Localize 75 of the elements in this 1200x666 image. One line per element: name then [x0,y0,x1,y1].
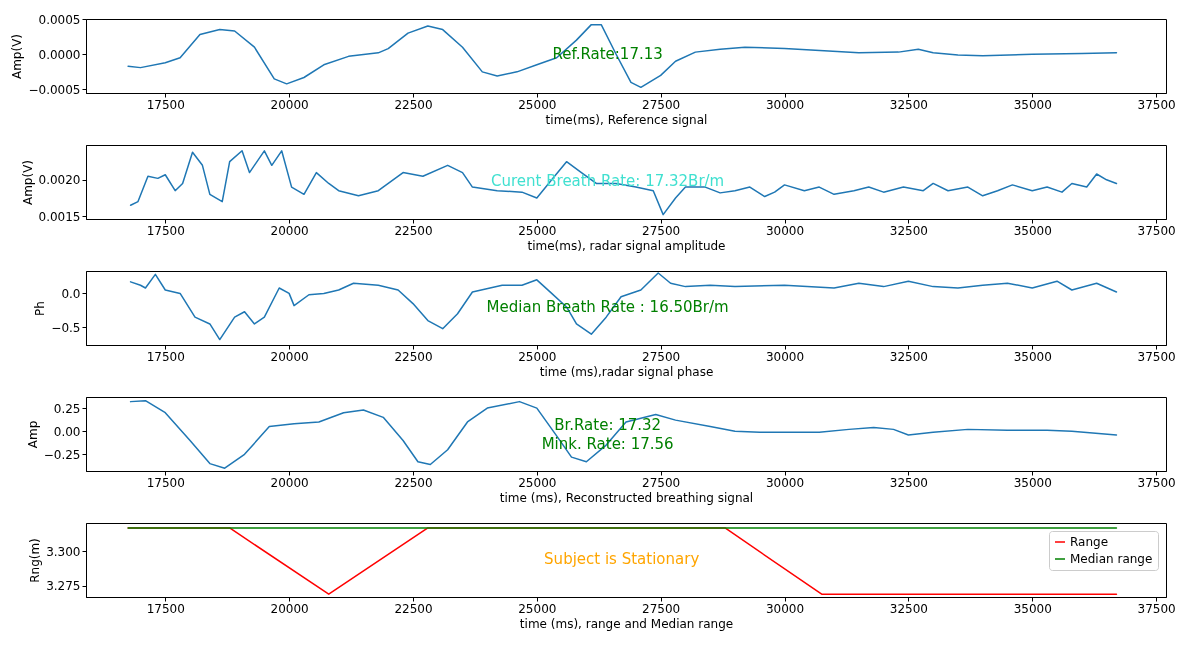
x-tick-label: 27500 [642,223,681,238]
annotation: Subject is Stationary [544,549,700,568]
x-tick-label: 20000 [270,349,309,364]
x-tick-label: 30000 [765,349,805,364]
y-axis-title: Rng(m) [28,538,43,583]
x-tick-label: 27500 [642,601,681,616]
x-tick-label: 35000 [1013,97,1052,112]
x-tick-label: 17500 [146,223,185,238]
x-tick-label: 22500 [394,223,433,238]
x-tick-label: 30000 [765,475,805,490]
line-series [129,399,1118,469]
x-tick-label: 35000 [1013,601,1052,616]
y-axis-title: Amp(V) [20,159,35,206]
x-tick-label: 22500 [394,475,433,490]
x-tick-label: 32500 [889,349,928,364]
x-tick-label: 22500 [394,601,433,616]
x-tick-label: 32500 [889,601,928,616]
y-tick-label: 0.0020 [38,173,81,188]
y-tick-label: 0.0015 [38,209,81,224]
y-tick-label: −0.0005 [28,82,81,97]
y-axis-title: Ph [33,301,48,316]
x-tick-label: 27500 [642,349,681,364]
x-axis-title: time (ms), Reconstructed breathing signal [499,490,754,505]
x-axis-title: time(ms), radar signal amplitude [527,238,726,253]
y-tick-label: −0.5 [51,320,81,335]
y-tick-label: 0.00 [53,424,81,439]
line-series [129,272,1118,341]
x-tick-label: 30000 [765,223,805,238]
x-tick-label: 30000 [765,601,805,616]
x-tick-label: 20000 [270,97,309,112]
x-tick-label: 25000 [518,223,557,238]
y-tick-label: −0.25 [43,447,81,462]
legend-label: Median range [1070,552,1153,566]
x-tick-label: 17500 [146,601,185,616]
x-axis-title: time (ms),radar signal phase [539,364,714,379]
y-tick-label: 0.0005 [38,12,81,27]
x-tick-label: 20000 [270,475,309,490]
x-tick-label: 35000 [1013,349,1052,364]
x-tick-label: 35000 [1013,475,1052,490]
x-tick-label: 30000 [765,97,805,112]
x-tick-label: 25000 [518,475,557,490]
x-tick-label: 37500 [1137,475,1176,490]
x-tick-label: 37500 [1137,223,1176,238]
x-tick-label: 35000 [1013,223,1052,238]
legend-label: Range [1070,535,1109,549]
y-axis-title: Amp [25,420,40,449]
x-tick-label: 17500 [146,475,185,490]
x-axis-title: time (ms), range and Median range [519,616,734,631]
x-tick-label: 32500 [889,223,928,238]
x-tick-label: 37500 [1137,601,1176,616]
y-tick-label: 3.275 [46,579,81,594]
x-axis-title: time(ms), Reference signal [545,112,708,127]
x-tick-label: 22500 [394,97,433,112]
x-tick-label: 25000 [518,349,557,364]
y-axis-title: Amp(V) [10,33,25,80]
x-tick-label: 20000 [270,223,309,238]
y-tick-label: 0.0 [61,286,81,301]
y-tick-label: 0.25 [53,401,81,416]
x-tick-label: 25000 [518,97,557,112]
x-tick-label: 25000 [518,601,557,616]
line-series [127,23,1118,89]
line-series [129,150,1118,216]
x-tick-label: 17500 [146,97,185,112]
x-tick-label: 32500 [889,97,928,112]
x-tick-label: 27500 [642,97,681,112]
x-tick-label: 32500 [889,475,928,490]
y-tick-label: 3.300 [46,544,81,559]
x-tick-label: 27500 [642,475,681,490]
x-tick-label: 17500 [146,349,185,364]
annotation: Br.Rate: 17.32 [554,416,662,435]
x-tick-label: 37500 [1137,349,1176,364]
y-tick-label: 0.0000 [38,47,81,62]
x-tick-label: 20000 [270,601,309,616]
x-tick-label: 22500 [394,349,433,364]
x-tick-label: 37500 [1137,97,1176,112]
